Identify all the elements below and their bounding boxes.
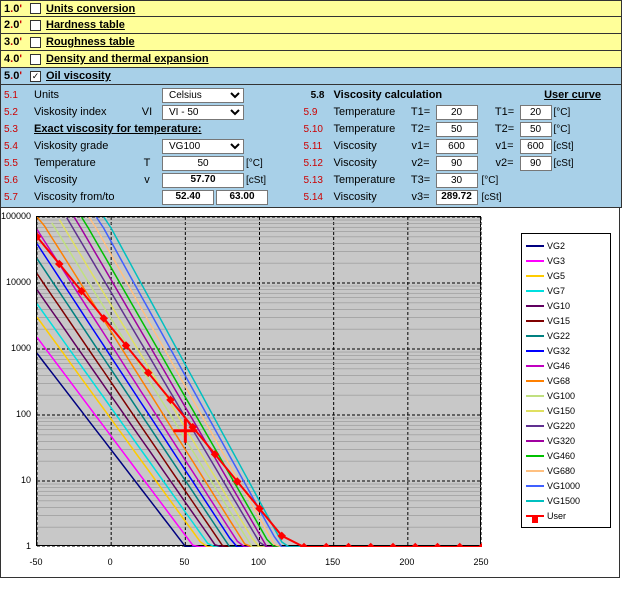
checkbox-icon[interactable]: [30, 37, 41, 48]
t3-input[interactable]: [436, 173, 478, 188]
checkbox-icon[interactable]: [30, 54, 41, 65]
section-header[interactable]: 5.0'✓Oil viscosity: [0, 68, 622, 85]
chart-legend: VG2VG3VG5VG7VG10VG15VG22VG32VG46VG68VG10…: [521, 233, 611, 528]
legend-item: VG10: [526, 298, 606, 313]
oil-viscosity-panel: 5.1UnitsCelsius 5.2Viskosity indexVIVI -…: [0, 85, 622, 208]
row-num: 5.1: [4, 90, 32, 101]
legend-item: User: [526, 508, 606, 523]
t2-input[interactable]: [436, 122, 478, 137]
legend-item: VG1000: [526, 478, 606, 493]
viscosity-chart: 110100100010000100000 -50050100150200250…: [0, 208, 620, 578]
legend-item: VG32: [526, 343, 606, 358]
uv2-input[interactable]: [520, 156, 552, 171]
vi-select[interactable]: VI - 50: [162, 105, 244, 120]
legend-item: VG680: [526, 463, 606, 478]
viscosity-output: 57.70: [162, 173, 244, 188]
temp-input[interactable]: [162, 156, 244, 171]
legend-item: VG100: [526, 388, 606, 403]
t1-input[interactable]: [436, 105, 478, 120]
legend-item: VG220: [526, 418, 606, 433]
legend-item: VG460: [526, 448, 606, 463]
section-header[interactable]: 2.0'Hardness table: [0, 17, 622, 34]
vg-select[interactable]: VG100: [162, 139, 244, 154]
y-axis: 110100100010000100000: [1, 216, 34, 546]
section-header[interactable]: 4.0'Density and thermal expansion: [0, 51, 622, 68]
checkbox-icon[interactable]: [30, 20, 41, 31]
section-header[interactable]: 1.0'Units conversion: [0, 0, 622, 17]
uv1-input[interactable]: [520, 139, 552, 154]
v2-input[interactable]: [436, 156, 478, 171]
legend-item: VG5: [526, 268, 606, 283]
legend-item: VG3: [526, 253, 606, 268]
legend-item: VG1500: [526, 493, 606, 508]
section-header[interactable]: 3.0'Roughness table: [0, 34, 622, 51]
ut2-input[interactable]: [520, 122, 552, 137]
v3-output: 289.72: [436, 190, 478, 205]
legend-item: VG15: [526, 313, 606, 328]
legend-item: VG2: [526, 238, 606, 253]
legend-item: VG46: [526, 358, 606, 373]
checkbox-icon[interactable]: [30, 3, 41, 14]
legend-item: VG7: [526, 283, 606, 298]
legend-item: VG320: [526, 433, 606, 448]
x-axis: -50050100150200250: [36, 557, 481, 571]
legend-item: VG150: [526, 403, 606, 418]
v1-input[interactable]: [436, 139, 478, 154]
label: Units: [34, 89, 132, 101]
plot-area: [36, 216, 481, 546]
ut1-input[interactable]: [520, 105, 552, 120]
legend-item: VG68: [526, 373, 606, 388]
checkbox-icon[interactable]: ✓: [30, 71, 41, 82]
legend-item: VG22: [526, 328, 606, 343]
units-select[interactable]: Celsius: [162, 88, 244, 103]
